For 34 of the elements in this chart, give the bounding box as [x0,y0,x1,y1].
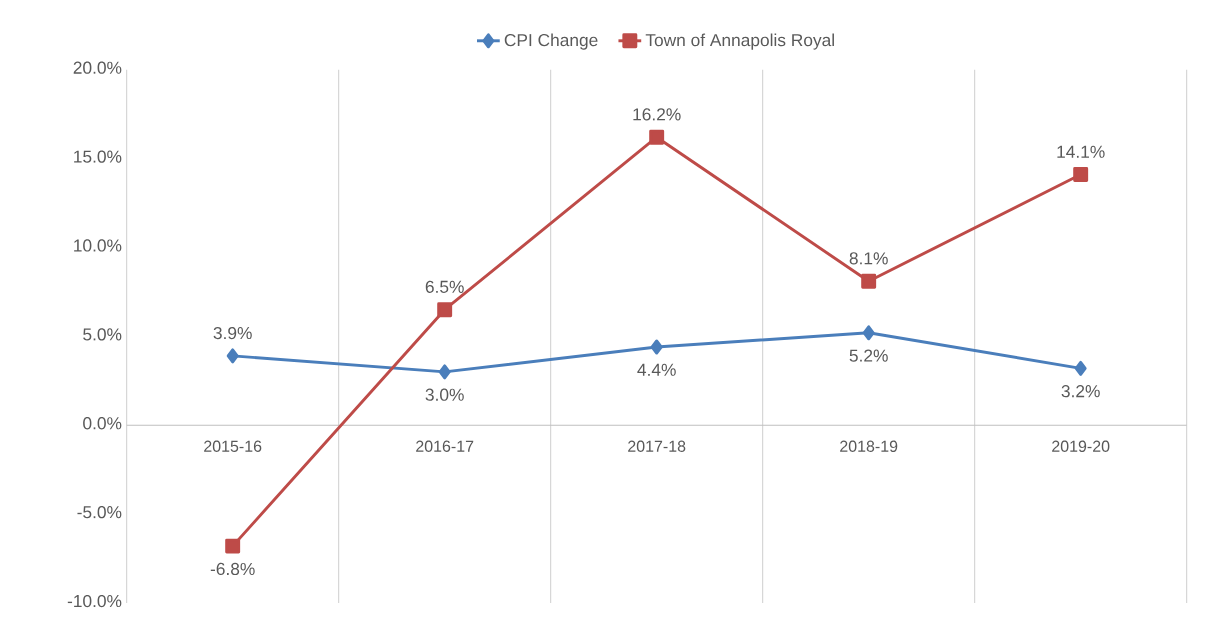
data-label: 3.9% [213,326,252,340]
y-tick-label: 15.0% [74,150,122,163]
x-tick-label: 2016-17 [416,440,474,452]
y-tick-label: -5.0% [77,506,122,519]
point [437,302,453,318]
data-label: 4.4% [637,363,676,376]
x-tick-label: 2018-19 [840,440,898,452]
data-label: -6.8% [210,562,255,576]
point [1074,360,1087,376]
point [649,129,665,145]
x-tick-label: 2015-16 [204,440,262,452]
x-tick-label: 2017-18 [628,440,686,452]
y-tick-label: 10.0% [74,239,122,252]
point [862,325,875,341]
legend-label: CPI Change [504,33,598,50]
y-tick-label: -10.0% [67,594,122,608]
point [1073,167,1089,183]
point [226,348,239,364]
data-label: 14.1% [1057,145,1105,158]
y-tick-label: 5.0% [83,328,122,341]
data-label: 5.2% [849,349,888,362]
legend-label: Town of Annapolis Royal [645,33,834,50]
data-label: 6.5% [425,280,464,293]
data-label: 3.0% [425,388,464,401]
point [861,273,877,289]
x-tick-label: 2019-20 [1052,440,1110,452]
point [438,364,451,380]
y-tick-label: 20.0% [73,61,122,74]
data-label: 3.2% [1061,385,1100,398]
point [225,538,241,554]
y-tick-label: 0.0% [83,417,122,430]
data-label: 16.2% [633,108,681,121]
point [650,339,663,355]
data-label: 8.1% [849,252,888,265]
